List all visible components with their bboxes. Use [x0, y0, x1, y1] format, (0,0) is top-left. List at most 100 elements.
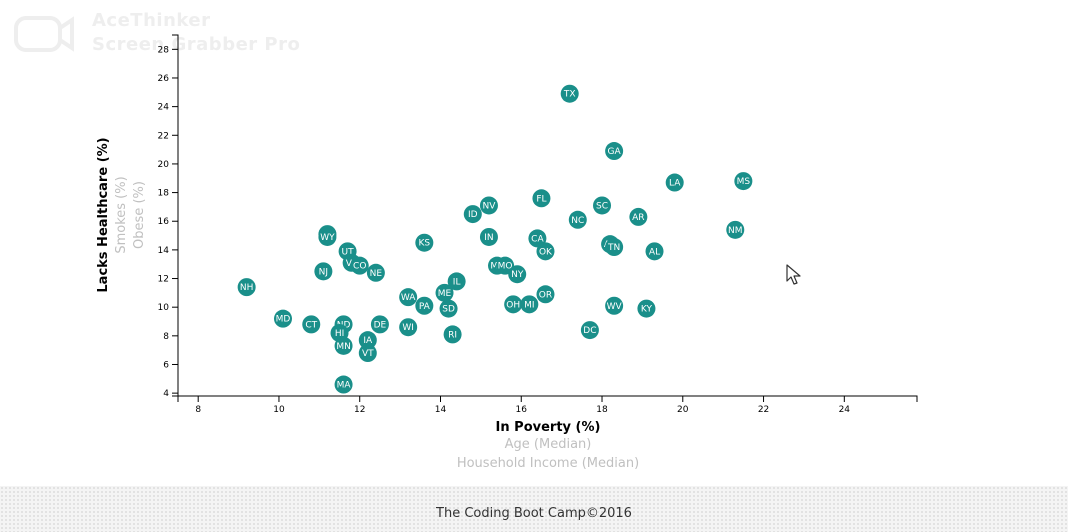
state-marker[interactable]: [536, 285, 555, 304]
state-point-ma[interactable]: MA: [334, 375, 353, 394]
state-point-or[interactable]: OR: [536, 285, 555, 304]
state-marker[interactable]: [605, 296, 624, 315]
y-axis-title-healthcare[interactable]: Lacks Healthcare (%): [96, 137, 111, 292]
state-point-dc[interactable]: DC: [580, 321, 599, 340]
state-marker[interactable]: [508, 265, 527, 284]
x-axis-title-poverty[interactable]: In Poverty (%): [496, 420, 601, 435]
state-marker[interactable]: [350, 256, 369, 275]
state-point-ok[interactable]: OK: [536, 242, 555, 261]
state-point-sc[interactable]: SC: [593, 196, 612, 215]
state-marker[interactable]: [726, 220, 745, 239]
state-point-md[interactable]: MD: [273, 309, 292, 328]
state-marker[interactable]: [443, 325, 462, 344]
state-marker[interactable]: [463, 205, 482, 224]
state-marker[interactable]: [580, 321, 599, 340]
state-marker[interactable]: [645, 242, 664, 261]
state-point-mn[interactable]: MN: [334, 336, 353, 355]
state-marker[interactable]: [637, 299, 656, 318]
state-point-tn[interactable]: TN: [605, 238, 624, 257]
state-point-wi[interactable]: WI: [399, 318, 418, 337]
state-label: NM: [728, 226, 743, 236]
state-marker[interactable]: [605, 238, 624, 257]
state-marker[interactable]: [415, 233, 434, 252]
state-marker[interactable]: [665, 173, 684, 192]
state-point-tx[interactable]: TX: [560, 84, 579, 103]
state-point-ar[interactable]: AR: [629, 207, 648, 226]
state-point-ri[interactable]: RI: [443, 325, 462, 344]
state-point-al[interactable]: AL: [645, 242, 664, 261]
state-marker[interactable]: [520, 295, 539, 314]
state-point-de[interactable]: DE: [370, 315, 389, 334]
state-marker[interactable]: [237, 278, 256, 297]
state-marker[interactable]: [479, 196, 498, 215]
x-axis: 8 10 12 14 16 18 20 22 24: [177, 395, 918, 415]
state-marker[interactable]: [399, 318, 418, 337]
state-point-vt[interactable]: VT: [358, 344, 377, 363]
x-axis-title-income[interactable]: Household Income (Median): [457, 456, 639, 471]
state-point-wv[interactable]: WV: [605, 296, 624, 315]
state-marker[interactable]: [415, 296, 434, 315]
state-marker[interactable]: [358, 331, 377, 350]
state-marker[interactable]: [334, 375, 353, 394]
state-point-ia[interactable]: IA: [358, 331, 377, 350]
state-point-me[interactable]: ME: [435, 283, 454, 302]
state-point-ms[interactable]: MS: [734, 172, 753, 191]
state-label: CA: [531, 234, 544, 244]
state-marker[interactable]: [439, 299, 458, 318]
state-point-mi[interactable]: MI: [520, 295, 539, 314]
state-marker[interactable]: [447, 272, 466, 291]
state-point-ga[interactable]: GA: [605, 142, 624, 161]
state-point-oh[interactable]: OH: [504, 295, 523, 314]
state-label: RI: [448, 330, 457, 340]
state-marker[interactable]: [479, 227, 498, 246]
state-point-ct[interactable]: CT: [302, 315, 321, 334]
state-point-nm[interactable]: NM: [726, 220, 745, 239]
state-marker[interactable]: [560, 84, 579, 103]
state-point-nh[interactable]: NH: [237, 278, 256, 297]
state-point-la[interactable]: LA: [665, 173, 684, 192]
state-point-ky[interactable]: KY: [637, 299, 656, 318]
state-point-in[interactable]: IN: [479, 227, 498, 246]
state-point-fl[interactable]: FL: [532, 189, 551, 208]
scatter-chart: 8 10 12 14 16 18 20 22 24 4 6 8 10 12 14 16 18 20 22 24 26 2…: [96, 34, 918, 471]
state-point-wy[interactable]: WY: [318, 227, 337, 246]
state-marker[interactable]: [532, 189, 551, 208]
state-point-co[interactable]: CO: [350, 256, 369, 275]
state-point-nj[interactable]: NJ: [314, 262, 333, 281]
state-marker[interactable]: [334, 336, 353, 355]
state-marker[interactable]: [629, 207, 648, 226]
state-point-id[interactable]: ID: [463, 205, 482, 224]
state-point-ne[interactable]: NE: [366, 263, 385, 282]
state-label: WV: [607, 302, 623, 312]
state-point-il[interactable]: IL: [447, 272, 466, 291]
state-marker[interactable]: [399, 288, 418, 307]
state-marker[interactable]: [366, 263, 385, 282]
state-point-ks[interactable]: KS: [415, 233, 434, 252]
state-marker[interactable]: [302, 315, 321, 334]
state-marker[interactable]: [568, 210, 587, 229]
state-point-ny[interactable]: NY: [508, 265, 527, 284]
y-axis-title-smokes[interactable]: Smokes (%): [114, 176, 129, 253]
state-marker[interactable]: [273, 309, 292, 328]
state-marker[interactable]: [734, 172, 753, 191]
state-marker[interactable]: [593, 196, 612, 215]
state-marker[interactable]: [504, 295, 523, 314]
state-marker[interactable]: [605, 142, 624, 161]
y-axis-title-obese[interactable]: Obese (%): [132, 181, 147, 249]
state-marker[interactable]: [318, 227, 337, 246]
state-marker[interactable]: [358, 344, 377, 363]
state-marker[interactable]: [435, 283, 454, 302]
state-label: PA: [419, 302, 431, 312]
state-marker[interactable]: [314, 262, 333, 281]
state-marker[interactable]: [536, 242, 555, 261]
state-point-sd[interactable]: SD: [439, 299, 458, 318]
state-point-nv[interactable]: NV: [479, 196, 498, 215]
state-marker[interactable]: [370, 315, 389, 334]
state-marker[interactable]: [528, 229, 547, 248]
x-axis-title-age[interactable]: Age (Median): [505, 437, 592, 452]
state-point-ca[interactable]: CA: [528, 229, 547, 248]
state-point-wa[interactable]: WA: [399, 288, 418, 307]
state-point-nc[interactable]: NC: [568, 210, 587, 229]
state-point-pa[interactable]: PA: [415, 296, 434, 315]
y-tick-label: 12: [158, 275, 169, 285]
